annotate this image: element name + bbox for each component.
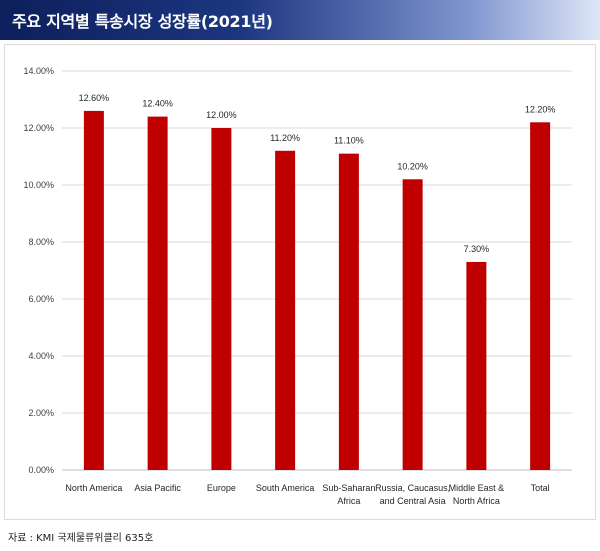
- bar: [275, 150, 296, 471]
- data-label: 12.20%: [525, 104, 556, 114]
- bar: [402, 179, 423, 471]
- y-axis-ticks: 0.00% 2.00% 4.00% 6.00% 8.00% 10.00% 12.00% 14.…: [23, 66, 54, 475]
- y-tick-label: 0.00%: [28, 465, 54, 475]
- x-category-label: Russia, Caucasus,: [375, 483, 450, 493]
- bar: [147, 116, 168, 470]
- x-axis-categories: North America Asia Pacific Europe South Ame…: [65, 483, 549, 506]
- bar: [338, 153, 359, 470]
- x-category-label: Europe: [207, 483, 236, 493]
- x-category-label: North Africa: [453, 496, 500, 506]
- bar: [530, 122, 551, 471]
- y-tick-label: 8.00%: [28, 237, 54, 247]
- x-category-label: Sub-Saharan: [322, 483, 375, 493]
- gridlines: [62, 70, 572, 471]
- x-category-label: South America: [256, 483, 315, 493]
- data-label: 12.60%: [79, 93, 110, 103]
- y-tick-label: 2.00%: [28, 408, 54, 418]
- data-label: 12.40%: [142, 99, 173, 109]
- source-note: 자료 : KMI 국제물류위클리 635호: [8, 533, 154, 544]
- data-label: 10.20%: [397, 161, 428, 171]
- x-category-label: and Central Asia: [380, 496, 446, 506]
- data-label: 7.30%: [464, 244, 490, 254]
- data-label: 11.10%: [334, 136, 364, 146]
- y-tick-label: 10.00%: [23, 180, 54, 190]
- bar: [466, 261, 487, 470]
- y-tick-label: 12.00%: [23, 123, 54, 133]
- y-tick-label: 14.00%: [23, 66, 54, 76]
- page-title: 주요 지역별 특송시장 성장률(2021년): [12, 12, 273, 31]
- data-labels: 12.60% 12.40% 12.00% 11.20% 11.10% 10.20% 7.30…: [79, 93, 556, 254]
- x-category-label: North America: [65, 483, 122, 493]
- y-tick-label: 6.00%: [28, 294, 54, 304]
- x-category-label: Total: [531, 483, 550, 493]
- bar: [211, 128, 232, 470]
- data-label: 12.00%: [206, 110, 237, 120]
- x-category-label: Asia Pacific: [134, 483, 181, 493]
- x-category-label: Middle East &: [449, 483, 505, 493]
- bar: [83, 110, 104, 471]
- y-tick-label: 4.00%: [28, 351, 54, 361]
- header-banner: 주요 지역별 특송시장 성장률(2021년): [0, 0, 600, 40]
- x-category-label: Africa: [337, 496, 360, 506]
- data-label: 11.20%: [270, 133, 300, 143]
- bars: [83, 110, 551, 471]
